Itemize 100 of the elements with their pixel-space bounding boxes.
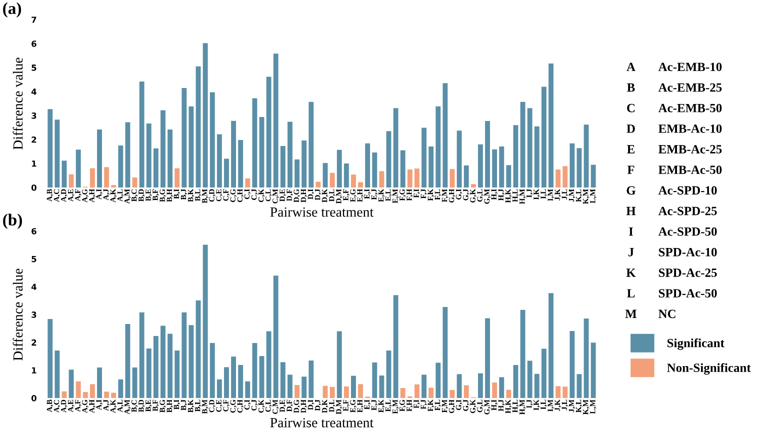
bar (288, 374, 292, 398)
bar (562, 166, 568, 188)
bar (322, 163, 328, 188)
text: EMB-Ac-50 (658, 166, 722, 174)
y-tick-label: 5 (32, 256, 36, 262)
bar (386, 131, 392, 188)
bar (456, 130, 462, 188)
bar (273, 276, 278, 398)
text: Ac-EMB-25 (658, 83, 722, 92)
bar (252, 98, 258, 188)
bar (428, 388, 434, 398)
bar (534, 126, 540, 188)
bar (450, 390, 455, 398)
bar (62, 160, 67, 188)
bar (231, 120, 236, 188)
bar (182, 312, 187, 398)
bar (358, 182, 363, 188)
bar (372, 152, 378, 188)
bar (294, 159, 300, 188)
bar (414, 168, 420, 188)
text: SPD-Ac-10 (658, 248, 717, 256)
text: EMB-Ac-10 (658, 124, 722, 133)
y-tick-label: 7 (32, 16, 36, 23)
bar (316, 182, 321, 188)
bar (245, 381, 250, 398)
chart-title: (a) (3, 2, 22, 18)
bar (97, 129, 102, 188)
bar (485, 121, 490, 188)
bar (202, 244, 208, 398)
y-tick-label: 0 (31, 184, 36, 191)
bar (111, 392, 116, 398)
bar (97, 367, 102, 398)
bar (351, 174, 356, 188)
bar (231, 356, 236, 398)
bar (492, 382, 498, 398)
bar (470, 184, 476, 188)
bar (456, 374, 462, 398)
bar (238, 140, 244, 188)
text: G (626, 186, 636, 195)
bar (196, 300, 201, 398)
text: EMB-Ac-25 (658, 145, 722, 154)
bar (139, 81, 144, 188)
bar (118, 379, 124, 398)
bar (302, 140, 307, 188)
bar (576, 374, 582, 398)
bar (174, 168, 180, 188)
bar (104, 167, 110, 188)
bar (336, 150, 342, 188)
bar (379, 171, 384, 188)
bar (90, 168, 95, 188)
bar (541, 348, 546, 398)
bar (125, 122, 130, 188)
text: Ac-SPD-10 (658, 186, 717, 195)
bar (570, 330, 575, 398)
bar (76, 150, 81, 188)
x-axis-title: Pairwise treatment (270, 418, 374, 428)
bar (407, 169, 412, 188)
text: K (626, 268, 636, 277)
bar (450, 169, 455, 188)
bar (76, 381, 81, 398)
bar (82, 392, 88, 398)
bar (54, 350, 60, 398)
bar (590, 342, 596, 398)
bar (422, 374, 426, 398)
bar (492, 149, 498, 188)
bar (153, 336, 158, 398)
bar (139, 312, 144, 398)
bar (548, 64, 554, 188)
bar (216, 379, 222, 398)
y-tick-label: 4 (31, 284, 36, 290)
bar (556, 169, 561, 188)
legend-label: Non-Significant (667, 363, 751, 375)
bar (576, 148, 582, 188)
bar (174, 350, 180, 398)
bar (548, 293, 554, 398)
bar (485, 318, 490, 398)
bar (182, 88, 187, 188)
text: H (626, 206, 636, 216)
bar (48, 319, 53, 398)
bar (570, 143, 575, 188)
bar (499, 377, 504, 398)
text: Ac-EMB-10 (658, 62, 722, 72)
bar (478, 144, 483, 188)
bar (132, 367, 138, 398)
text: SPD-Ac-50 (658, 289, 717, 298)
bar (372, 362, 378, 398)
text: D (626, 124, 635, 133)
bar (259, 356, 264, 398)
bar (584, 318, 589, 398)
bar (330, 172, 335, 188)
bar (273, 54, 278, 188)
bar (308, 360, 314, 398)
bar (499, 146, 504, 188)
bar (393, 295, 398, 398)
text: SPD-Ac-25 (658, 268, 717, 277)
bar (90, 384, 95, 398)
text: I (628, 227, 633, 236)
bar (54, 120, 60, 188)
text: Ac-SPD-50 (658, 227, 717, 236)
bar (527, 108, 532, 188)
